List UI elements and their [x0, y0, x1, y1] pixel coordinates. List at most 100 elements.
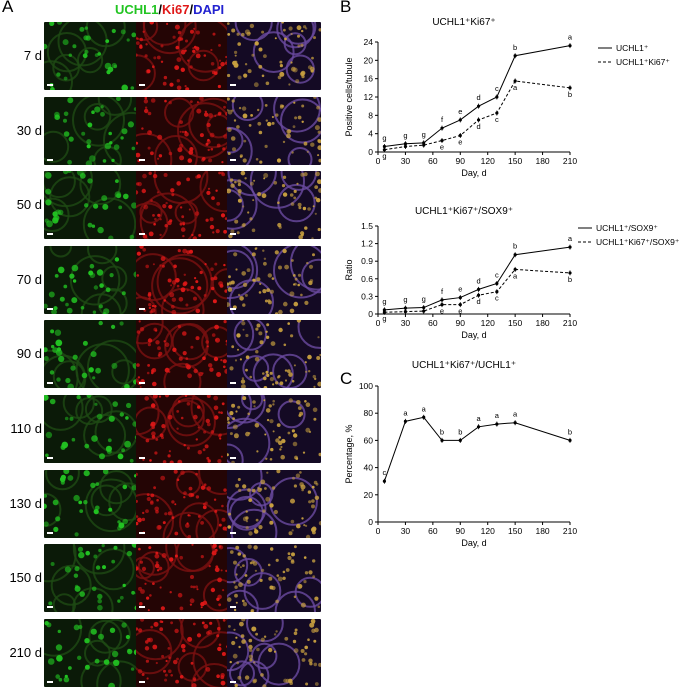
micrograph-ki67: [136, 245, 230, 314]
micrograph-uchl1: [44, 618, 138, 687]
legend-entry: UCHL1⁺: [616, 43, 649, 53]
x-tick-label: 0: [376, 526, 381, 536]
data-point: [495, 95, 499, 99]
significance-letter: g: [382, 134, 386, 143]
x-tick-label: 210: [563, 526, 577, 536]
data-point: [440, 438, 444, 442]
micrograph-merge: [227, 245, 321, 314]
data-point: [403, 419, 408, 423]
data-point: [422, 309, 426, 313]
x-axis-label: Day, d: [461, 330, 486, 340]
data-point: [495, 111, 499, 115]
significance-letter: d: [476, 122, 480, 131]
significance-letter: a: [513, 410, 518, 419]
x-tick-label: 150: [508, 156, 522, 166]
data-point: [476, 293, 481, 297]
y-tick-label: 0.9: [361, 256, 373, 266]
significance-letter: e: [440, 307, 444, 316]
micrograph-uchl1: [44, 320, 138, 389]
significance-letter: d: [476, 297, 480, 306]
significance-letter: g: [382, 314, 386, 323]
data-point: [513, 421, 517, 425]
significance-letter: a: [513, 271, 518, 280]
x-tick-label: 150: [508, 526, 522, 536]
data-point: [513, 54, 517, 58]
x-tick-label: 210: [563, 318, 577, 328]
data-point: [458, 295, 462, 300]
y-tick-label: 8: [368, 110, 373, 120]
significance-letter: c: [495, 115, 499, 124]
x-tick-label: 60: [428, 156, 438, 166]
data-point: [495, 422, 499, 426]
x-tick-label: 120: [481, 156, 495, 166]
x-tick-label: 90: [456, 526, 466, 536]
y-tick-label: 0: [368, 147, 373, 157]
data-point: [513, 267, 517, 272]
micrograph-merge: [227, 469, 321, 538]
x-tick-label: 150: [508, 318, 522, 328]
y-tick-label: 0.6: [361, 274, 373, 284]
micrograph-uchl1: [44, 469, 138, 538]
y-tick-label: 100: [359, 381, 373, 391]
x-tick-label: 180: [535, 318, 549, 328]
row-label: 110 d: [10, 421, 42, 436]
data-point: [440, 126, 444, 130]
data-point: [513, 79, 517, 83]
data-point: [476, 287, 481, 291]
significance-letter: a: [513, 83, 518, 92]
charts-svg: UCHL1⁺Ki67⁺ 0 4 8 12 16 20 24 0 30 60 90 120 150 180 21…: [344, 17, 680, 548]
significance-letter: a: [568, 234, 573, 243]
row-label: 130 d: [9, 495, 42, 511]
y-tick-label: 20: [364, 490, 374, 500]
micrograph-merge: [227, 320, 321, 389]
data-point: [495, 290, 499, 294]
significance-letter: c: [495, 270, 499, 279]
row-label: 70 d: [16, 271, 42, 287]
micrograph-uchl1: [44, 171, 138, 240]
y-tick-label: 1.2: [361, 239, 373, 249]
y-tick-label: 16: [364, 74, 374, 84]
significance-letter: b: [568, 275, 572, 284]
significance-letter: b: [513, 43, 517, 52]
significance-letter: c: [383, 468, 387, 477]
data-point: [568, 44, 572, 48]
x-tick-label: 30: [401, 526, 411, 536]
micrograph-ki67: [136, 22, 230, 90]
significance-letter: a: [422, 404, 427, 413]
significance-letter: f: [441, 287, 444, 296]
micrograph-ki67: [136, 395, 230, 463]
x-tick-label: 180: [535, 156, 549, 166]
panel-label-a: A: [2, 0, 14, 16]
header-slash-1: /: [158, 2, 162, 17]
x-tick-label: 90: [456, 318, 466, 328]
significance-letter: g: [403, 131, 407, 140]
x-tick-label: 60: [428, 318, 438, 328]
significance-letter: d: [476, 93, 480, 102]
significance-letter: e: [458, 107, 462, 116]
y-tick-label: 60: [364, 435, 374, 445]
data-point: [458, 118, 462, 122]
panel-label-b: B: [340, 0, 352, 16]
data-point: [476, 118, 481, 122]
chart-title: UCHL1⁺Ki67⁺/UCHL1⁺: [412, 360, 516, 371]
micrograph-ki67: [136, 96, 230, 165]
legend-entry: UCHL1⁺/SOX9⁺: [596, 223, 658, 233]
significance-letter: e: [458, 285, 462, 294]
micrograph-merge: [227, 395, 321, 463]
micrograph-merge: [227, 618, 321, 687]
micrograph-ki67: [136, 320, 230, 389]
y-axis-label: Ratio: [344, 259, 354, 280]
data-point: [440, 138, 444, 143]
y-tick-label: 1.5: [361, 221, 373, 231]
micrograph-uchl1: [44, 544, 138, 613]
x-tick-label: 120: [481, 526, 495, 536]
significance-letter: c: [495, 294, 499, 303]
micrograph-merge: [227, 171, 321, 240]
significance-letter: g: [382, 152, 386, 161]
significance-letter: a: [476, 414, 481, 423]
significance-letter: d: [476, 276, 480, 285]
row-label: 90 d: [16, 346, 42, 362]
chart-title: UCHL1⁺Ki67⁺: [432, 17, 495, 28]
stain-header: UCHL1/Ki67/DAPI: [115, 2, 224, 17]
micrograph-ki67: [136, 618, 230, 687]
